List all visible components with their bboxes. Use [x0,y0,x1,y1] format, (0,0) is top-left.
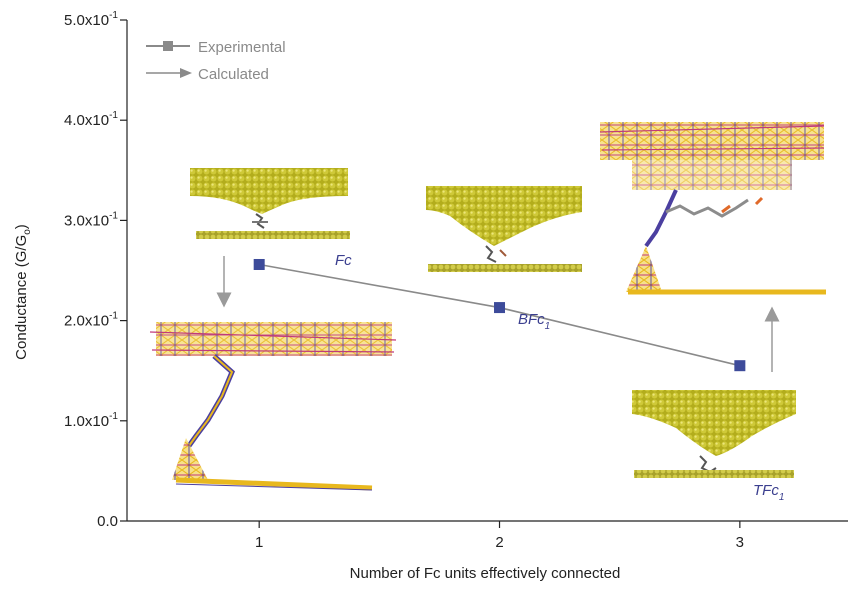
legend-square-marker [163,41,173,51]
annotation-bfc1: BFc1 [518,311,550,332]
y-tick-label: 1.0x10-1 [64,411,118,430]
junction-illustrations [149,122,826,491]
y-tick-label: 4.0x10-1 [64,110,118,129]
y-tick-label: 5.0x10-1 [64,10,118,29]
x-tick-label: 2 [495,534,503,551]
axes: 0.0 1.0x10-1 2.0x10-1 3.0x10-1 4.0x10-1 5.0x1… [64,10,848,551]
data-point [494,302,506,314]
legend-label-calculated: Calculated [198,66,269,83]
x-tick-label: 1 [255,534,263,551]
legend-arrow-marker [180,68,192,78]
y-tick-label: 0.0 [97,513,118,530]
legend-item-experimental: Experimental [146,39,286,56]
tfc-junction-image [632,390,796,478]
y-tick-label: 3.0x10-1 [64,210,118,229]
transition-arrows [216,256,780,372]
tfc-wireframe-image [599,122,826,295]
data-point [734,360,746,372]
annotation-tfc1: TFc1 [753,482,784,503]
x-tick-label: 3 [736,534,744,551]
y-axis-title: Conductance (G/Go) [13,224,33,360]
annotations: Fc BFc1 TFc1 [335,252,784,503]
data-point [253,258,265,270]
fc-junction-image [190,168,350,239]
bfc-junction-image [426,186,582,272]
data-series [253,258,746,372]
x-axis-title: Number of Fc units effectively connected [350,565,621,582]
legend: Experimental Calculated [146,39,286,83]
legend-label-experimental: Experimental [198,39,286,56]
legend-item-calculated: Calculated [146,66,269,83]
fc-wireframe-image [149,322,397,491]
y-tick-label: 2.0x10-1 [64,311,118,330]
annotation-fc: Fc [335,252,352,269]
